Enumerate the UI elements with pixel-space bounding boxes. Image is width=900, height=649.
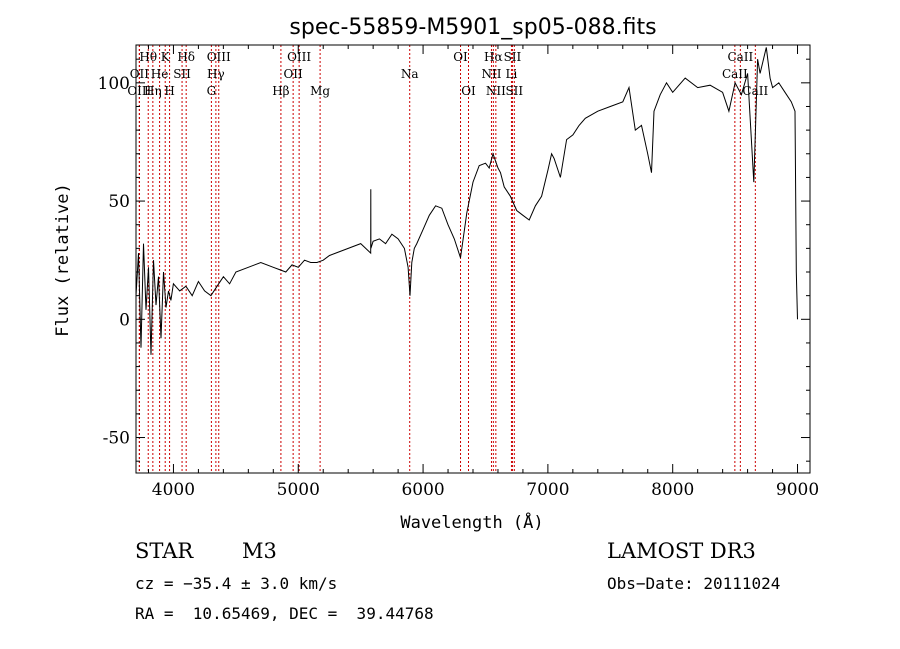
line-marker-label: Hα [484,50,503,64]
line-marker-label: CaII [727,50,753,64]
line-marker-label: OI [453,50,468,64]
line-marker-label: NII [481,67,501,81]
line-marker-label: H [164,84,174,98]
line-marker-label: Hδ [177,50,195,64]
line-marker-label: SII [505,84,523,98]
spectral-line-markers [138,45,756,473]
x-tick-label: 5000 [277,480,320,500]
line-marker-label: Hγ [207,67,225,81]
line-marker-label: CaII [742,84,768,98]
line-marker-label: Mg [310,84,330,98]
y-tick-label: 0 [119,310,130,330]
x-tick-label: 7000 [526,480,569,500]
sky-coordinates: RA = 10.65469, DEC = 39.44768 [135,604,434,623]
x-tick-label: 4000 [152,480,195,500]
object-class: STAR [135,539,194,563]
line-marker-label: Hη [144,84,162,98]
line-marker-label: SII [504,50,522,64]
line-marker-label: SII [173,67,191,81]
y-tick-label: -50 [103,429,130,449]
line-marker-label: OIII [127,84,151,98]
x-axis-title: Wavelength (Å) [400,511,543,533]
line-marker-label: OII [283,67,303,81]
x-tick-label: 8000 [651,480,694,500]
line-marker-label: Hθ [139,50,157,64]
axis-ticks: 4000 5000 6000 7000 8000 9000 -50 0 50 100 [98,45,819,500]
line-marker-label: Na [401,67,419,81]
line-marker-label: K [161,50,171,64]
line-marker-label: Li [506,67,518,81]
object-subclass: M3 [242,539,277,563]
spectrum-series-line [135,47,798,355]
line-marker-label: NII [486,84,506,98]
line-marker-label: OI [461,84,476,98]
x-tick-label: 6000 [401,480,444,500]
line-marker-label: G [207,84,217,98]
line-marker-label: Hβ [272,84,289,98]
survey-name: LAMOST DR3 [607,539,756,563]
y-tick-label: 50 [108,192,130,212]
y-axis-title: Flux (relative) [53,183,73,337]
line-marker-label: OIII [207,50,231,64]
y-tick-label: 100 [98,74,130,94]
x-tick-label: 9000 [776,480,819,500]
chart-title: spec-55859-M5901_sp05-088.fits [289,15,656,40]
observation-date: Obs−Date: 20111024 [607,574,781,593]
line-marker-label: CaII [722,67,748,81]
plot-frame [135,44,811,474]
line-marker-label: OIII [287,50,311,64]
redshift-velocity: cz = −35.4 ± 3.0 km/s [135,574,338,593]
line-marker-label: He [151,67,169,81]
line-marker-label: OII [130,67,150,81]
